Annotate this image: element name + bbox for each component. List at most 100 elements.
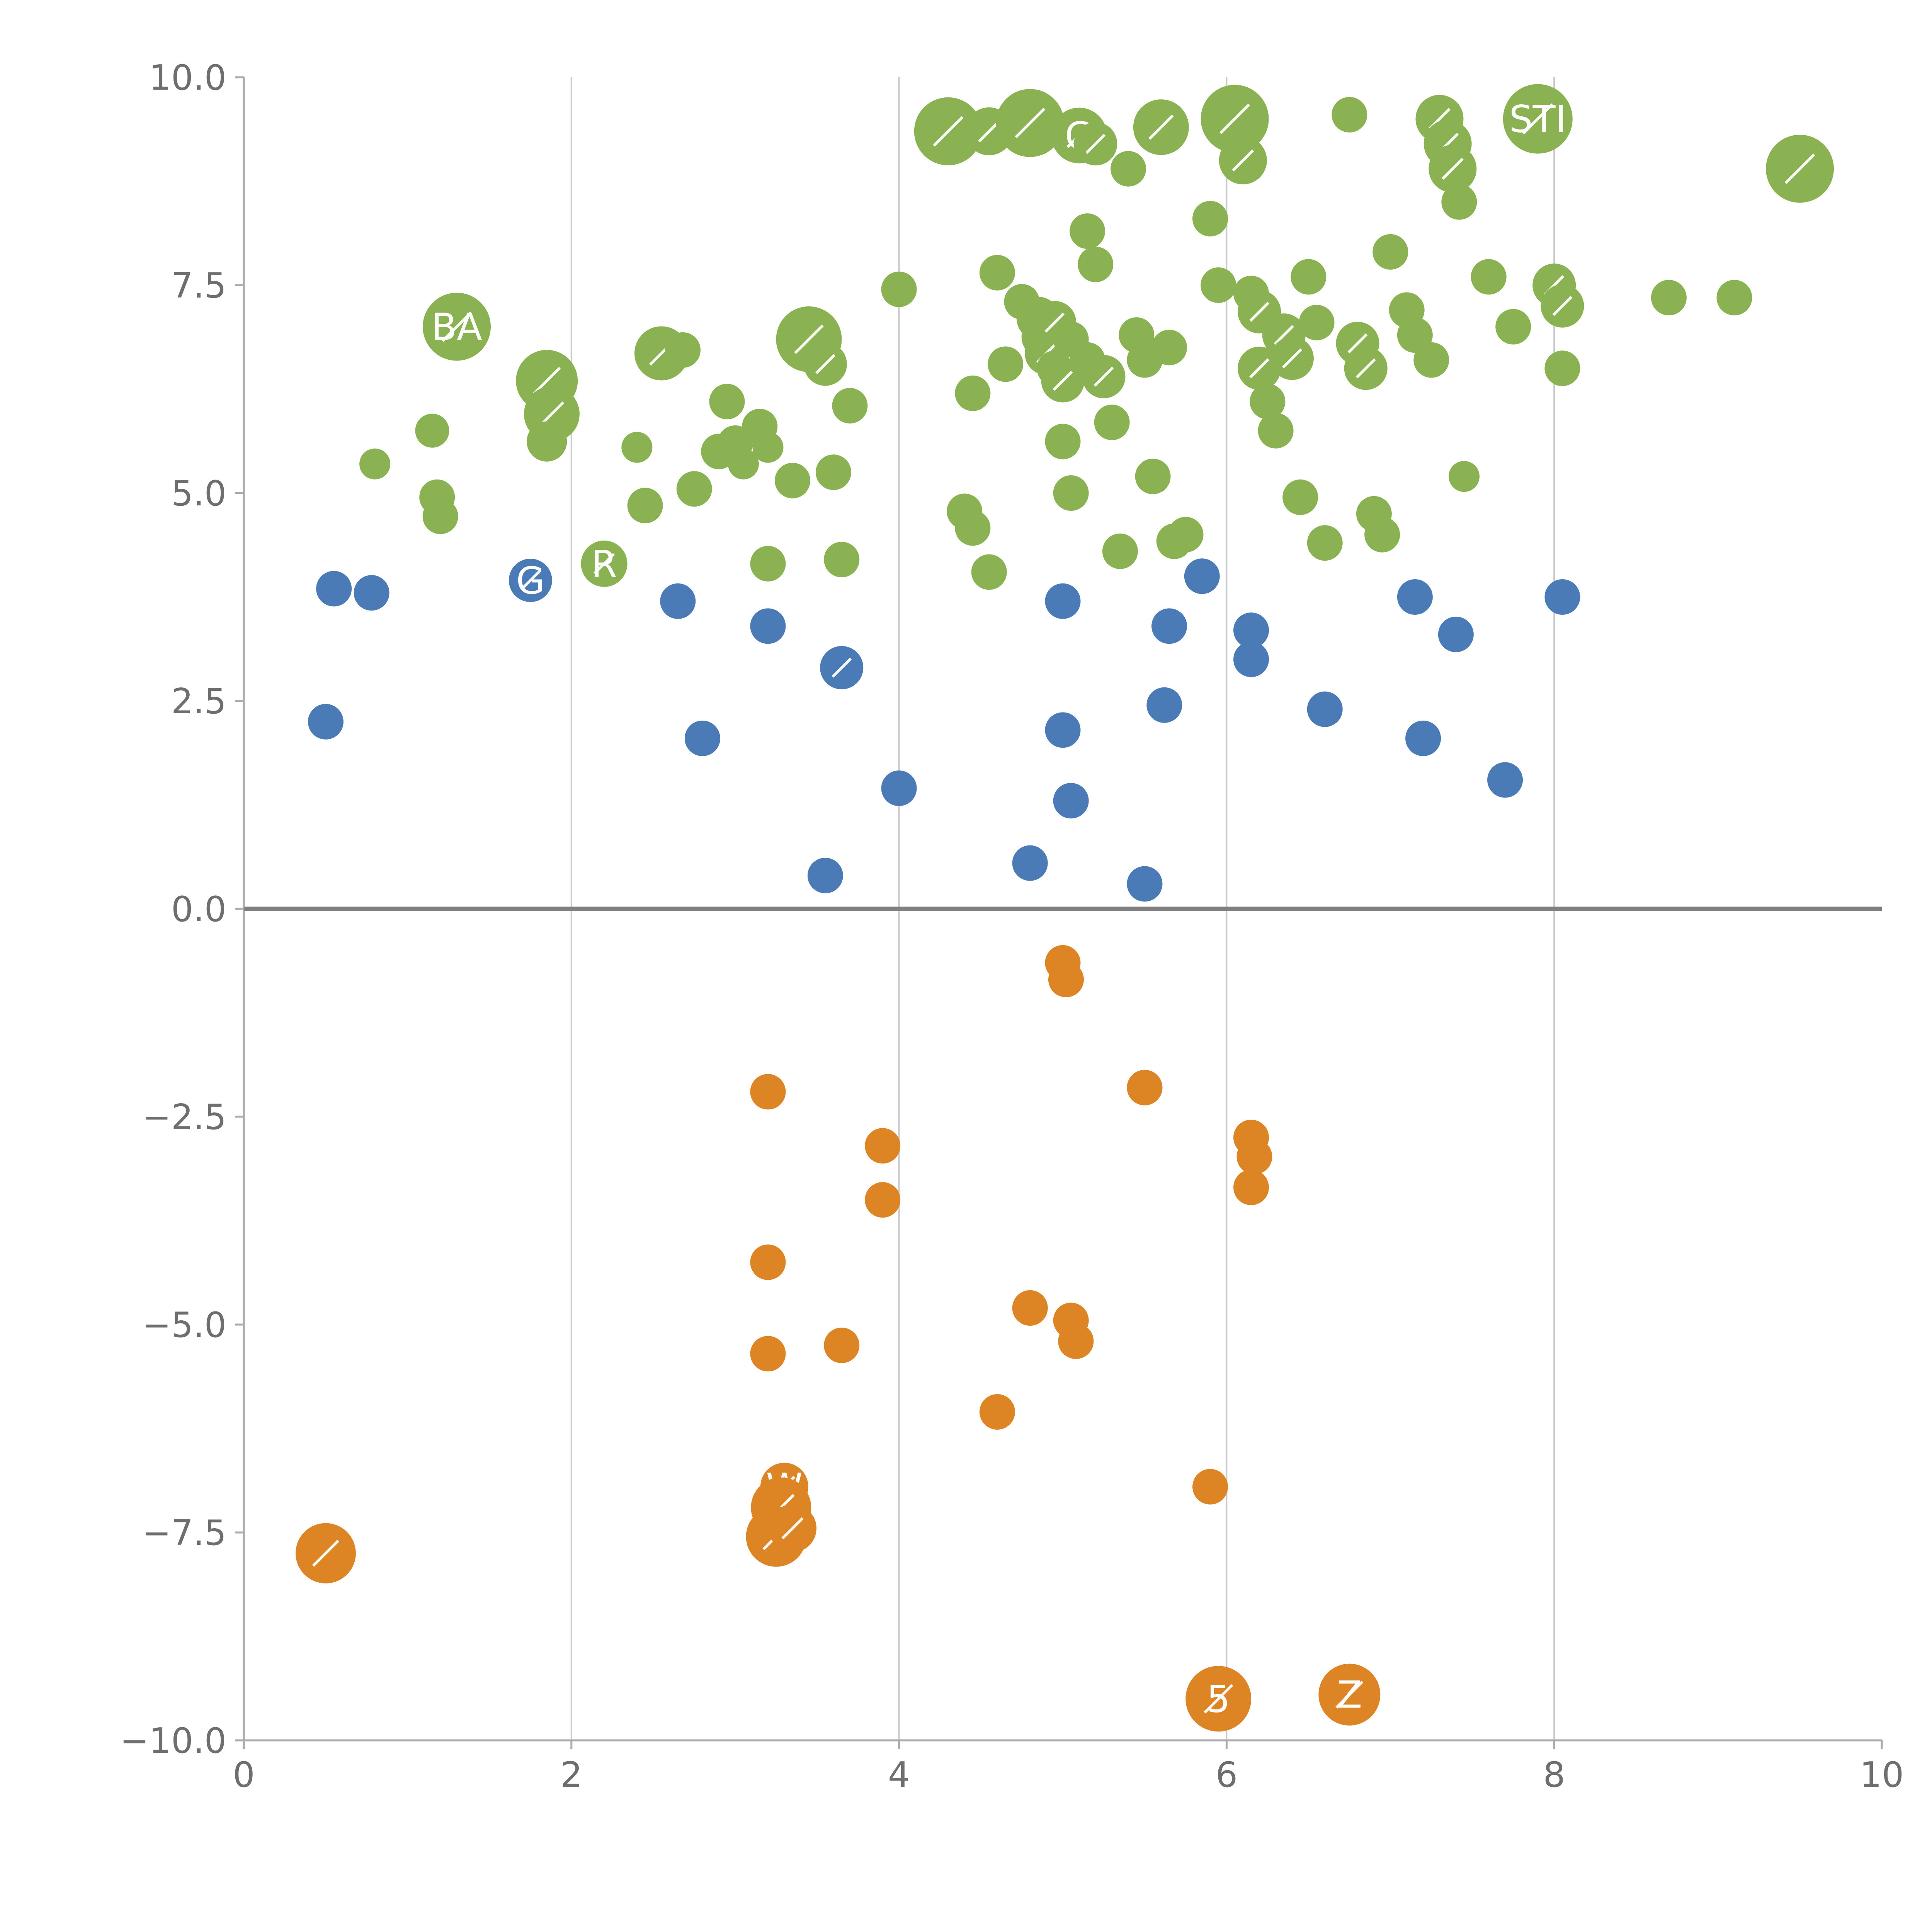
data-point [979,1394,1015,1430]
data-point [1053,475,1089,511]
annotation-leader-line [1094,366,1114,387]
data-point [1127,866,1163,902]
data-point [1012,845,1048,881]
data-point [1053,783,1089,819]
x-tick-label: 8 [1543,1755,1565,1795]
data-point [1151,608,1187,644]
data-point [354,575,389,611]
data-point [1012,1290,1048,1326]
data-point [1651,280,1687,316]
annotation-leader-line [1249,358,1270,379]
data-point [422,498,458,534]
data-point [1413,342,1449,378]
data-point [1449,461,1480,492]
x-tick-label: 4 [888,1755,910,1795]
data-point [1045,712,1081,748]
data-point [979,255,1015,291]
y-tick-label: 5.0 [171,473,226,514]
data-point [1364,517,1400,553]
data-point [881,770,917,806]
annotation-leader-line [781,1517,804,1539]
data-point [527,421,567,462]
data-point [988,346,1024,382]
data-point [676,471,712,507]
data-point [1048,961,1084,997]
x-tick-label: 2 [560,1755,582,1795]
annotation-leader-line [1232,149,1254,172]
annotation-leader-line [520,570,541,590]
data-point [728,448,759,480]
data-point [1102,533,1138,569]
data-point [1127,1070,1163,1105]
data-point [308,704,344,740]
data-point [1233,1169,1269,1205]
annotation-leader-line [815,354,835,374]
data-point [660,583,696,619]
annotation-leader-line [312,1539,340,1567]
data-point [1544,350,1580,386]
point-annotation-label: Z [1337,1673,1362,1717]
x-tick-label: 6 [1216,1755,1238,1795]
annotation-leader-line [1085,134,1106,154]
data-point [750,1336,786,1372]
data-point [316,571,352,607]
annotation-leader-line [1044,312,1065,333]
data-point [750,1244,786,1280]
y-tick-label: 7.5 [171,265,226,306]
data-point [1045,423,1081,459]
data-point [1307,525,1343,561]
data-point [1135,458,1171,494]
annotation-leader-line [1784,153,1815,184]
annotation-leader-line [1274,325,1294,345]
data-point [1307,691,1343,727]
data-point [832,388,868,424]
y-tick-label: −10.0 [120,1721,226,1761]
data-point [865,1182,901,1218]
data-point [665,332,701,368]
point-annotation-label: G [516,559,545,602]
data-point [1487,762,1523,798]
annotation-leader-line [832,657,852,678]
annotation-leader-line [593,553,615,575]
data-point [1471,259,1507,295]
annotation-leader-line [794,324,824,354]
data-point [1201,267,1236,303]
point-annotation-label: STI [1509,98,1566,141]
y-tick-label: −7.5 [142,1513,226,1553]
annotation-leader-line [1552,296,1573,316]
data-point [1151,330,1187,366]
y-tick-label: −2.5 [142,1097,226,1138]
data-point [1233,612,1269,648]
data-point [1441,184,1477,220]
data-point [1111,151,1146,187]
data-point [1438,616,1474,652]
data-point [1236,1139,1272,1175]
data-point [1192,1469,1228,1505]
point-annotation-label: BA [431,306,482,349]
data-point [1045,583,1081,619]
y-tick-label: −5.0 [142,1305,226,1345]
data-point [750,1074,786,1110]
data-point [684,720,720,756]
y-tick-label: 0.0 [171,889,226,930]
data-point [621,432,653,463]
annotation-leader-line [1282,348,1302,369]
annotation-leader-line [1148,114,1174,140]
annotation-leader-line [933,116,964,147]
annotation-leader-line [1204,1684,1233,1714]
data-point [1544,579,1580,615]
data-point [1299,304,1335,340]
data-point [807,857,843,893]
data-point [750,608,786,644]
annotation-leader-line [1015,107,1046,138]
annotation-leader-line [1347,333,1368,354]
x-tick-label: 10 [1860,1755,1904,1795]
data-point [1168,517,1204,553]
data-point [865,1128,901,1164]
data-point [1233,641,1269,677]
data-point [1291,259,1327,295]
data-point [1282,479,1318,515]
data-point [955,510,991,546]
annotation-leader-line [1441,158,1464,180]
